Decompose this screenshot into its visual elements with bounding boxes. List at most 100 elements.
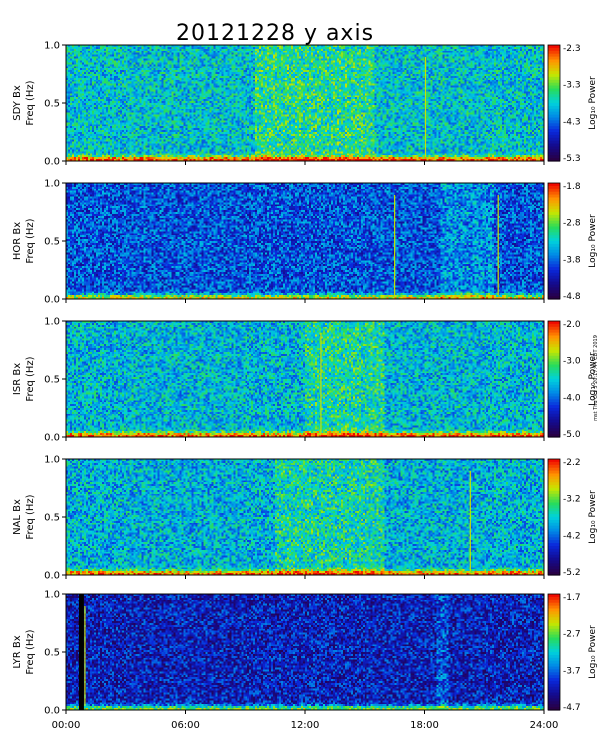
station-label: LYR Bx [12, 635, 23, 668]
y-axis-label: Freq (Hz) [25, 218, 36, 263]
colorbar-segment [548, 275, 560, 280]
y-tick-label: 0.0 [44, 706, 60, 717]
colorbar-segment [548, 502, 560, 506]
colorbar-segment [548, 68, 560, 72]
colorbar-segment [548, 537, 560, 541]
y-tick-label: 0.0 [44, 157, 60, 168]
colorbar-segment [548, 643, 560, 647]
colorbar-tick-label: -5.2 [563, 568, 581, 578]
y-tick-label: 1.0 [44, 455, 60, 466]
colorbar-segment [548, 188, 560, 193]
colorbar-label: Log₁₀ Power [588, 76, 598, 130]
colorbar-segment [548, 108, 560, 113]
colorbar-segment [548, 62, 560, 66]
colorbar-segment [548, 126, 560, 130]
colorbar-segment [548, 496, 560, 501]
colorbar-segment [548, 220, 560, 225]
colorbar-segment [548, 560, 560, 564]
colorbar-segment [548, 459, 560, 463]
colorbar-label: Log₁₀ Power [588, 214, 598, 268]
colorbar-tick-label: -3.3 [563, 81, 581, 91]
colorbar-segment [548, 617, 560, 621]
colorbar-segment [548, 666, 560, 670]
colorbar-segment [548, 290, 560, 294]
colorbar-segment [548, 97, 560, 101]
colorbar-segment [548, 212, 560, 216]
spectrogram-panel: 0.0 0.5 1.0 LYR Bx Freq (Hz) -1.7 -2.7 -3.7 -4.7… [12, 590, 598, 717]
colorbar-tick-label: -1.8 [563, 182, 581, 192]
colorbar-segment [548, 361, 560, 366]
y-axis-label: Freq (Hz) [25, 494, 36, 539]
colorbar-segment [548, 45, 560, 49]
x-tick-label: 18:00 [410, 720, 439, 731]
spectrogram-image [66, 321, 544, 437]
colorbar-segment [548, 572, 560, 576]
colorbar-segment [548, 123, 560, 127]
colorbar-segment [548, 672, 560, 676]
spectrogram-panel: 0.0 0.5 1.0 ISR Bx Freq (Hz) -2.0 -3.0 -4.0 -5.0… [12, 317, 598, 444]
colorbar-segment [548, 419, 560, 424]
colorbar-segment [548, 402, 560, 406]
colorbar-segment [548, 323, 560, 328]
colorbar-segment [548, 293, 560, 297]
colorbar-tick-label: -2.0 [563, 320, 581, 330]
spectrogram-image [66, 183, 544, 299]
colorbar-segment [548, 434, 560, 438]
colorbar-segment [548, 249, 560, 254]
y-tick-label: 0.0 [44, 433, 60, 444]
y-tick-label: 1.0 [44, 179, 60, 190]
colorbar-tick-label: -4.2 [563, 531, 581, 541]
colorbar-segment [548, 620, 560, 624]
colorbar-segment [548, 270, 560, 274]
colorbar-segment [548, 405, 560, 409]
colorbar-segment [548, 399, 560, 403]
colorbar-segment [548, 347, 560, 351]
colorbar-segment [548, 707, 560, 711]
colorbar-segment [548, 296, 560, 300]
colorbar-segment [548, 467, 560, 472]
colorbar-segment [548, 384, 560, 389]
colorbar-segment [548, 194, 560, 199]
colorbar-segment [548, 284, 560, 288]
colorbar-segment [548, 370, 560, 374]
colorbar-segment [548, 185, 560, 190]
y-tick-label: 0.5 [44, 375, 60, 386]
colorbar-segment [548, 701, 560, 705]
colorbar-segment [548, 569, 560, 573]
colorbar-segment [548, 646, 560, 650]
colorbar-segment [548, 511, 560, 515]
colorbar-segment [548, 563, 560, 567]
y-tick-label: 0.0 [44, 295, 60, 306]
colorbar-tick-label: -5.0 [563, 430, 581, 440]
station-label: HOR Bx [12, 222, 23, 260]
x-tick-label: 06:00 [171, 720, 200, 731]
colorbar-segment [548, 376, 560, 380]
colorbar-segment [548, 255, 560, 259]
y-axis-label: Freq (Hz) [25, 80, 36, 125]
colorbar-segment [548, 355, 560, 360]
colorbar-segment [548, 50, 560, 55]
colorbar-segment [548, 490, 560, 495]
colorbar-segment [548, 82, 560, 87]
colorbar-segment [548, 258, 560, 262]
colorbar-segment [548, 71, 560, 75]
colorbar-segment [548, 425, 560, 429]
colorbar-segment [548, 554, 560, 559]
y-tick-label: 0.0 [44, 571, 60, 582]
colorbar-segment [548, 367, 560, 371]
colorbar-segment [548, 252, 560, 257]
colorbar-segment [548, 158, 560, 162]
colorbar-segment [548, 678, 560, 682]
colorbar-segment [548, 79, 560, 84]
colorbar: -2.0 -3.0 -4.0 -5.0 Log₁₀ Power [547, 320, 598, 440]
colorbar-segment [548, 692, 560, 697]
colorbar-segment [548, 137, 560, 142]
colorbar-segment [548, 203, 560, 207]
colorbar-segment [548, 278, 560, 283]
y-tick-label: 1.0 [44, 317, 60, 328]
colorbar-segment [548, 528, 560, 533]
colorbar-segment [548, 191, 560, 196]
x-tick-label: 00:00 [52, 720, 81, 731]
colorbar-segment [548, 214, 560, 219]
colorbar-segment [548, 681, 560, 685]
